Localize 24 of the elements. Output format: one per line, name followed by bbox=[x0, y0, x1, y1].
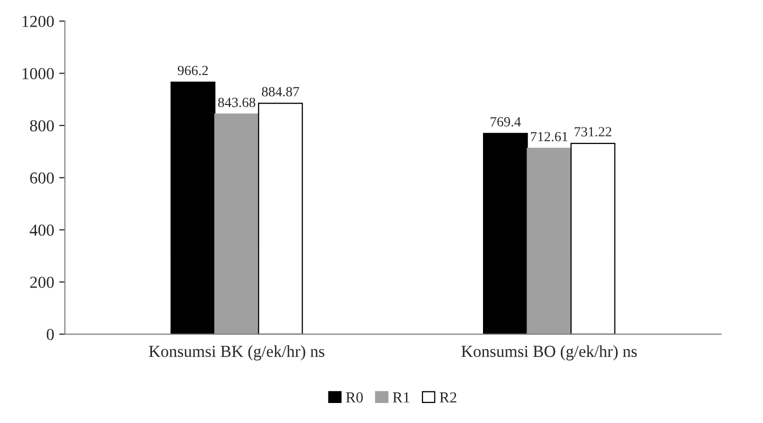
y-tick-label: 1000 bbox=[22, 68, 54, 80]
x-tick-label: Konsumsi BO (g/ek/hr) ns bbox=[461, 345, 637, 360]
bar bbox=[483, 132, 528, 334]
data-label: 884.87 bbox=[262, 86, 300, 96]
legend-label: R1 bbox=[392, 392, 410, 402]
data-label: 966.2 bbox=[178, 66, 208, 76]
y-tick-label: 400 bbox=[30, 224, 54, 236]
y-tick-label: 200 bbox=[30, 276, 54, 288]
y-tick-label: 1200 bbox=[22, 16, 54, 28]
x-tick-label: Konsumsi BK (g/ek/hr) ns bbox=[149, 345, 324, 360]
y-tick-label: 600 bbox=[30, 172, 54, 184]
bar bbox=[170, 82, 216, 334]
y-tick-label: 800 bbox=[30, 120, 54, 132]
bar bbox=[258, 102, 303, 334]
y-tick-label: 0 bbox=[46, 328, 54, 340]
bar bbox=[570, 142, 616, 334]
data-label: 843.68 bbox=[218, 98, 256, 108]
data-label: 712.61 bbox=[530, 132, 568, 142]
bar bbox=[526, 148, 572, 334]
legend-label: R0 bbox=[346, 392, 363, 403]
data-label: 731.22 bbox=[574, 127, 612, 137]
legend-label: R2 bbox=[440, 392, 456, 402]
bar bbox=[214, 114, 260, 334]
data-label: 769.4 bbox=[490, 117, 521, 127]
